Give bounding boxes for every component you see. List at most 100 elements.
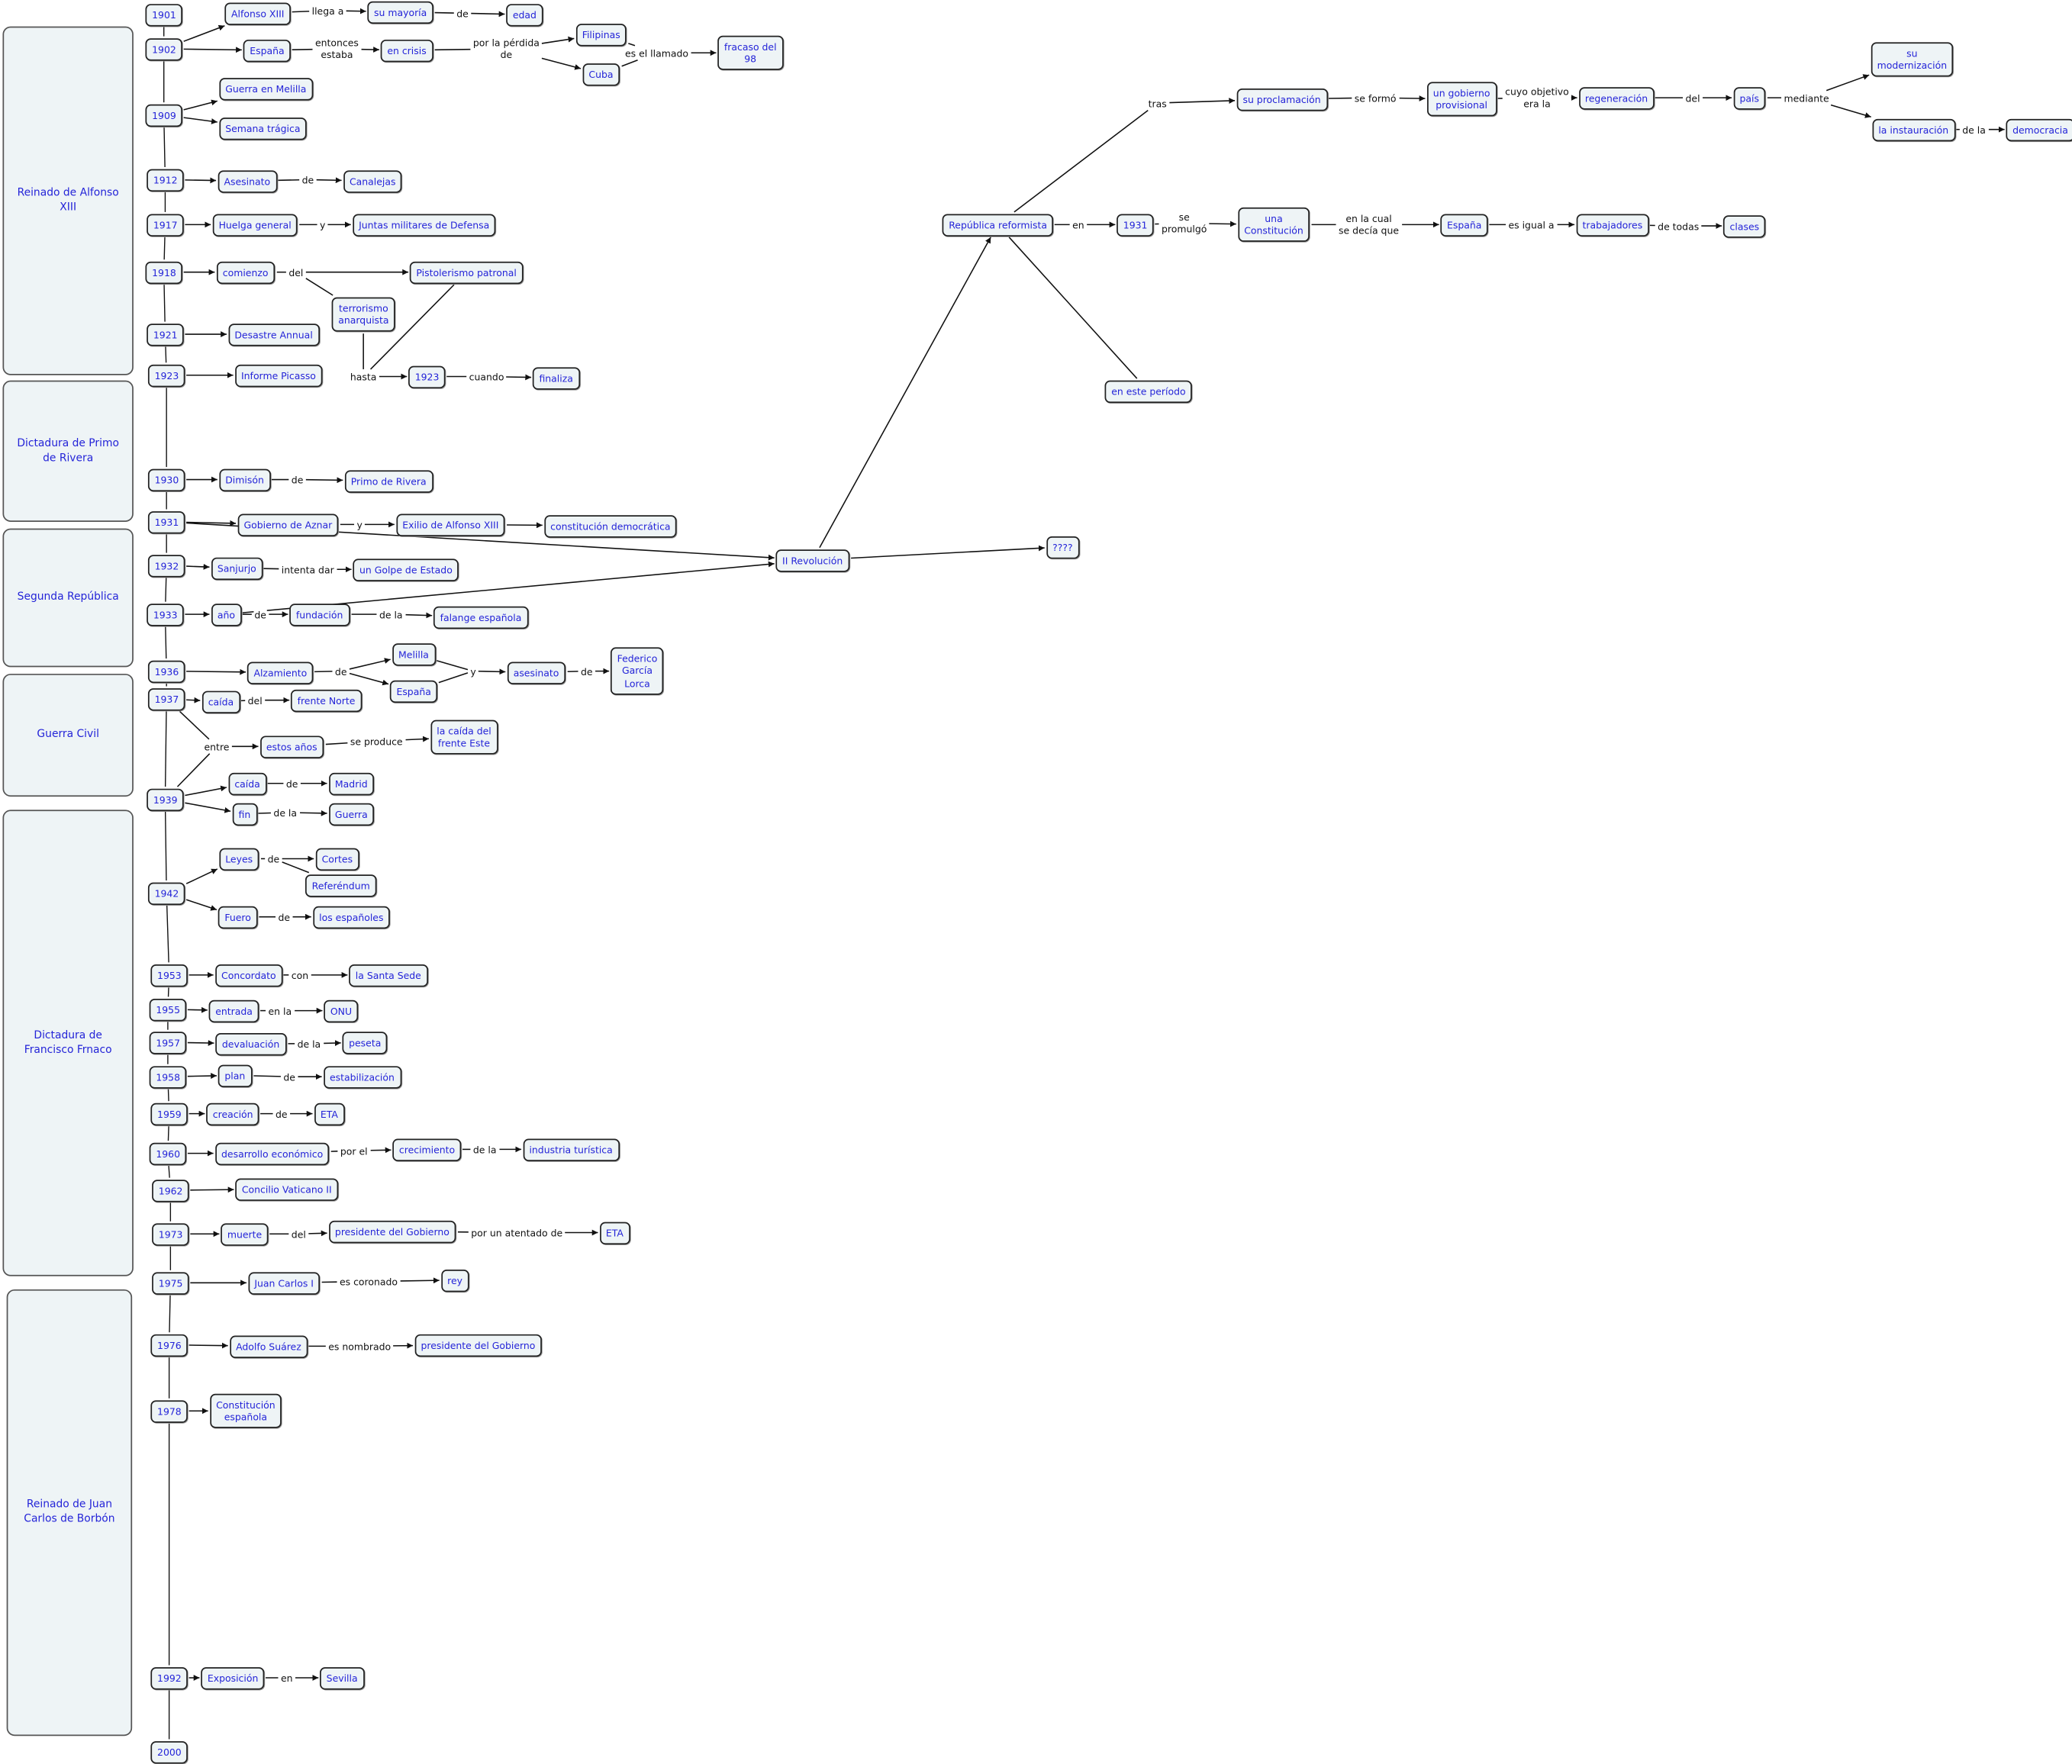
era-box[interactable]: Dictadura de Primo de Rivera	[2, 380, 134, 522]
concept-node[interactable]: Canalejas	[343, 169, 403, 193]
year-node[interactable]: 1960	[149, 1141, 187, 1165]
era-box[interactable]: Dictadura de Francisco Frnaco	[2, 810, 134, 1276]
concept-node[interactable]: Informe Picasso	[234, 364, 323, 388]
concept-node[interactable]: Filipinas	[575, 23, 627, 47]
year-node[interactable]: 1939	[147, 787, 185, 811]
year-node[interactable]: 1975	[152, 1271, 190, 1295]
year-node[interactable]: 1923	[147, 364, 185, 388]
era-box[interactable]: Segunda República	[2, 528, 134, 668]
concept-node[interactable]: Guerra	[328, 802, 375, 826]
concept-node[interactable]: en este período	[1104, 379, 1193, 403]
era-box[interactable]: Reinado de Juan Carlos de Borbón	[6, 1289, 133, 1737]
concept-node[interactable]: edad	[506, 3, 543, 27]
concept-node[interactable]: presidente del Gobierno	[328, 1220, 456, 1244]
concept-node[interactable]: ETA	[314, 1102, 345, 1125]
year-node[interactable]: 1992	[150, 1666, 189, 1690]
concept-node[interactable]: ????	[1046, 536, 1080, 559]
year-node[interactable]: 1957	[149, 1031, 187, 1054]
year-node[interactable]: 1953	[150, 964, 189, 987]
concept-node[interactable]: la Santa Sede	[349, 964, 428, 987]
concept-node[interactable]: comienzo	[216, 260, 276, 285]
concept-node[interactable]: II Revolución	[775, 549, 849, 572]
concept-node[interactable]: devaluación	[215, 1032, 286, 1056]
concept-node[interactable]: entrada	[208, 999, 259, 1022]
concept-node[interactable]: democracia	[2006, 117, 2072, 142]
year-node[interactable]: 1959	[150, 1102, 189, 1125]
concept-node[interactable]: Sevilla	[320, 1666, 365, 1690]
year-node[interactable]: 1958	[149, 1065, 187, 1089]
concept-node[interactable]: estabilización	[323, 1065, 401, 1089]
year-node[interactable]: 1936	[147, 659, 185, 683]
year-node[interactable]: 1917	[147, 213, 185, 237]
concept-node[interactable]: República reformista	[942, 213, 1054, 237]
concept-node[interactable]: fin	[231, 802, 257, 826]
concept-node[interactable]: España	[389, 679, 438, 703]
concept-node[interactable]: 1923	[408, 365, 446, 388]
concept-node[interactable]: caída	[201, 690, 240, 713]
year-node[interactable]: 1955	[149, 998, 187, 1022]
year-node[interactable]: 1973	[152, 1222, 190, 1246]
concept-node[interactable]: año	[211, 603, 242, 626]
concept-node[interactable]: Guerra en Melilla	[218, 77, 314, 101]
year-node[interactable]: 1912	[147, 168, 185, 192]
concept-node[interactable]: Exilio de Alfonso XIII	[395, 513, 506, 536]
year-node[interactable]: 1909	[145, 103, 183, 127]
concept-node[interactable]: España	[1440, 213, 1489, 237]
concept-node[interactable]: Melilla	[392, 642, 436, 666]
concept-node[interactable]: falange española	[433, 605, 529, 629]
year-node[interactable]: 1932	[147, 554, 185, 578]
concept-node[interactable]: constitución democrática	[543, 514, 678, 538]
concept-node[interactable]: Dimisón	[218, 468, 271, 491]
concept-node[interactable]: Gobierno de Aznar	[237, 513, 339, 536]
year-node[interactable]: 1931	[147, 510, 185, 534]
concept-node[interactable]: Juan Carlos I	[247, 1271, 321, 1295]
year-node[interactable]: 1901	[145, 3, 183, 27]
concept-node[interactable]: su proclamación	[1236, 88, 1328, 111]
concept-node[interactable]: regeneración	[1578, 86, 1655, 110]
concept-node[interactable]: Leyes	[218, 847, 259, 871]
concept-node[interactable]: Pistolerismo patronal	[409, 260, 524, 285]
concept-node[interactable]: terrorismo anarquista	[331, 296, 396, 332]
concept-node[interactable]: Concilio Vaticano II	[235, 1177, 339, 1201]
concept-node[interactable]: su modernización	[1870, 41, 1954, 77]
concept-node[interactable]: creación	[206, 1102, 260, 1125]
year-node[interactable]: 1902	[145, 37, 183, 61]
year-node[interactable]: 1976	[150, 1333, 189, 1357]
year-node[interactable]: 1962	[152, 1179, 190, 1202]
concept-node[interactable]: clases	[1722, 214, 1766, 238]
concept-node[interactable]: un gobierno provisional	[1426, 81, 1497, 117]
concept-node[interactable]: plan	[218, 1064, 252, 1087]
concept-node[interactable]: Concordato	[214, 964, 283, 987]
year-node[interactable]: 1930	[147, 468, 185, 491]
concept-node[interactable]: Cuba	[582, 63, 620, 86]
concept-node[interactable]: España	[243, 39, 292, 63]
year-node[interactable]: 2000	[150, 1740, 189, 1764]
concept-node[interactable]: Desastre Annual	[227, 323, 320, 346]
concept-node[interactable]: Sanjurjo	[211, 556, 263, 580]
concept-node[interactable]: Madrid	[328, 772, 375, 796]
concept-node[interactable]: Primo de Rivera	[344, 469, 433, 493]
concept-node[interactable]: su mayoría	[367, 0, 433, 24]
concept-node[interactable]: Adolfo Suárez	[229, 1334, 308, 1358]
year-node[interactable]: 1933	[147, 603, 185, 626]
concept-node[interactable]: Exposición	[201, 1666, 266, 1690]
year-node[interactable]: 1918	[145, 260, 183, 285]
concept-node[interactable]: un Golpe de Estado	[353, 558, 459, 581]
year-node[interactable]: 1921	[147, 323, 185, 346]
concept-node[interactable]: Semana trágica	[218, 117, 308, 140]
concept-node[interactable]: presidente del Gobierno	[414, 1333, 543, 1357]
concept-node[interactable]: ONU	[324, 999, 359, 1022]
concept-node[interactable]: fundación	[289, 603, 350, 626]
concept-node[interactable]: Alzamiento	[247, 661, 314, 684]
concept-node[interactable]: Cortes	[314, 847, 359, 871]
year-node[interactable]: 1937	[147, 687, 185, 711]
concept-node[interactable]: crecimiento	[392, 1138, 462, 1161]
concept-node[interactable]: asesinato	[507, 661, 566, 684]
concept-node[interactable]: Federico García Lorca	[610, 647, 664, 695]
concept-node[interactable]: Asesinato	[217, 169, 277, 193]
concept-node[interactable]: finaliza	[532, 366, 580, 390]
concept-node[interactable]: Juntas militares de Defensa	[352, 213, 496, 237]
concept-node[interactable]: Alfonso XIII	[224, 2, 292, 25]
concept-node[interactable]: estos años	[259, 735, 324, 758]
concept-node[interactable]: país	[1732, 86, 1766, 110]
